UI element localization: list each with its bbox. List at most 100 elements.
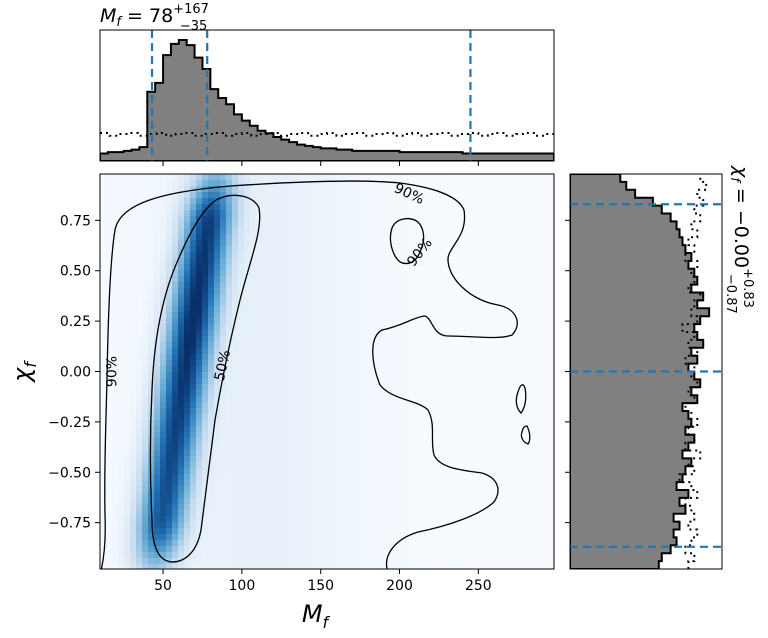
heatmap-cell: [526, 504, 533, 511]
heatmap-cell: [502, 342, 509, 349]
heatmap-cell: [406, 534, 413, 541]
heatmap-cell: [364, 240, 371, 247]
heatmap-cell: [334, 510, 341, 517]
heatmap-cell: [214, 174, 221, 181]
heatmap-cell: [310, 414, 317, 421]
heatmap-cell: [418, 348, 425, 355]
heatmap-cell: [190, 480, 197, 487]
heatmap-cell: [112, 546, 119, 553]
heatmap-cell: [538, 522, 545, 529]
heatmap-cell: [100, 546, 107, 553]
heatmap-cell: [172, 282, 179, 289]
heatmap-cell: [100, 276, 107, 283]
heatmap-cell: [100, 408, 107, 415]
heatmap-cell: [316, 258, 323, 265]
heatmap-cell: [106, 558, 113, 565]
heatmap-cell: [340, 324, 347, 331]
heatmap-cell: [454, 330, 461, 337]
heatmap-cell: [202, 306, 209, 313]
heatmap-cell: [526, 474, 533, 481]
heatmap-cell: [466, 240, 473, 247]
heatmap-cell: [322, 384, 329, 391]
heatmap-cell: [472, 498, 479, 505]
heatmap-cell: [526, 216, 533, 223]
heatmap-cell: [196, 198, 203, 205]
heatmap-cell: [118, 558, 125, 565]
heatmap-cell: [406, 210, 413, 217]
heatmap-cell: [280, 336, 287, 343]
heatmap-cell: [520, 504, 527, 511]
heatmap-cell: [364, 330, 371, 337]
heatmap-cell: [226, 186, 233, 193]
heatmap-cell: [214, 564, 221, 569]
heatmap-cell: [538, 198, 545, 205]
heatmap-cell: [166, 192, 173, 199]
heatmap-cell: [352, 204, 359, 211]
heatmap-cell: [460, 474, 467, 481]
heatmap-cell: [430, 432, 437, 439]
heatmap-cell: [226, 336, 233, 343]
heatmap-cell: [310, 402, 317, 409]
heatmap-cell: [514, 540, 521, 547]
heatmap-cell: [472, 504, 479, 511]
heatmap-cell: [370, 432, 377, 439]
heatmap-cell: [190, 486, 197, 493]
heatmap-cell: [316, 198, 323, 205]
heatmap-cell: [196, 270, 203, 277]
heatmap-cell: [388, 552, 395, 559]
heatmap-cell: [280, 198, 287, 205]
heatmap-cell: [340, 564, 347, 569]
heatmap-cell: [238, 300, 245, 307]
heatmap-cell: [376, 546, 383, 553]
heatmap-cell: [226, 444, 233, 451]
heatmap-cell: [244, 468, 251, 475]
heatmap-cell: [502, 552, 509, 559]
heatmap-cell: [358, 414, 365, 421]
heatmap-cell: [124, 246, 131, 253]
heatmap-cell: [424, 426, 431, 433]
heatmap-cell: [304, 288, 311, 295]
heatmap-cell: [418, 474, 425, 481]
heatmap-cell: [184, 516, 191, 523]
heatmap-cell: [328, 360, 335, 367]
heatmap-cell: [472, 312, 479, 319]
heatmap-cell: [118, 264, 125, 271]
heatmap-cell: [388, 558, 395, 565]
heatmap-cell: [286, 282, 293, 289]
heatmap-cell: [550, 552, 554, 559]
heatmap-cell: [364, 528, 371, 535]
heatmap-cell: [184, 330, 191, 337]
heatmap-cell: [376, 180, 383, 187]
heatmap-cell: [232, 528, 239, 535]
heatmap-cell: [214, 282, 221, 289]
heatmap-cell: [370, 234, 377, 241]
heatmap-cell: [304, 486, 311, 493]
heatmap-cell: [214, 414, 221, 421]
heatmap-cell: [184, 558, 191, 565]
heatmap-cell: [502, 366, 509, 373]
heatmap-cell: [514, 474, 521, 481]
heatmap-cell: [394, 234, 401, 241]
heatmap-cell: [160, 174, 167, 181]
heatmap-cell: [268, 408, 275, 415]
heatmap-cell: [220, 276, 227, 283]
heatmap-cell: [226, 294, 233, 301]
heatmap-cell: [370, 384, 377, 391]
heatmap-cell: [442, 210, 449, 217]
heatmap-cell: [514, 354, 521, 361]
heatmap-cell: [166, 342, 173, 349]
heatmap-cell: [532, 354, 539, 361]
heatmap-cell: [118, 270, 125, 277]
heatmap-cell: [418, 420, 425, 427]
heatmap-cell: [250, 216, 257, 223]
heatmap-cell: [532, 462, 539, 469]
heatmap-cell: [142, 426, 149, 433]
heatmap-cell: [130, 426, 137, 433]
heatmap-cell: [124, 462, 131, 469]
heatmap-cell: [160, 330, 167, 337]
heatmap-cell: [232, 324, 239, 331]
heatmap-cell: [160, 348, 167, 355]
heatmap-cell: [112, 360, 119, 367]
heatmap-cell: [190, 204, 197, 211]
heatmap-cell: [526, 318, 533, 325]
